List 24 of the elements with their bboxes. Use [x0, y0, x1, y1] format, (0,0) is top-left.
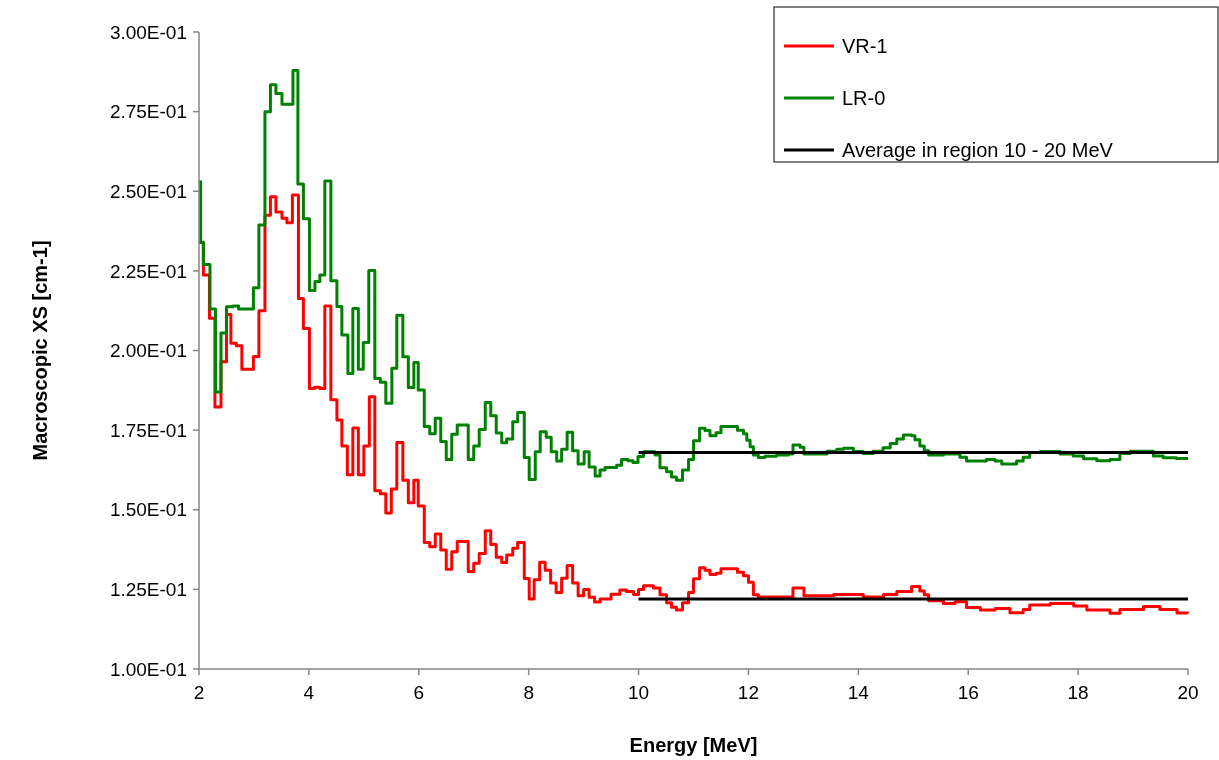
x-tick-label: 2 — [193, 682, 205, 703]
x-axis-title: Energy [MeV] — [629, 734, 758, 756]
x-tick-label: 6 — [413, 682, 425, 703]
y-tick-label: 1.00E-01 — [109, 658, 187, 680]
y-tick-label: 3.00E-01 — [109, 21, 187, 43]
x-tick-label: 14 — [847, 682, 870, 703]
y-tick-label: 2.25E-01 — [109, 260, 187, 282]
y-tick-label: 2.00E-01 — [109, 340, 187, 362]
y-tick-label: 1.75E-01 — [109, 419, 187, 441]
x-tick-label: 8 — [523, 682, 534, 703]
x-tick-label: 10 — [627, 682, 650, 703]
y-tick-label: 2.50E-01 — [109, 180, 187, 202]
x-tick-label: 16 — [957, 682, 979, 703]
x-tick-label: 4 — [303, 682, 315, 703]
y-tick-label: 2.75E-01 — [109, 101, 187, 123]
x-tick-label: 12 — [737, 682, 760, 703]
y-tick-label: 1.50E-01 — [109, 499, 187, 521]
legend-label: VR-1 — [842, 35, 888, 57]
x-tick-label: 20 — [1177, 682, 1199, 703]
legend-label: LR-0 — [842, 87, 886, 109]
y-tick-label: 1.25E-01 — [109, 579, 187, 601]
y-axis-title: Macroscopic XS [cm-1] — [29, 240, 51, 461]
x-tick-label: 18 — [1067, 682, 1089, 703]
legend-label: Average in region 10 - 20 MeV — [842, 139, 1114, 161]
